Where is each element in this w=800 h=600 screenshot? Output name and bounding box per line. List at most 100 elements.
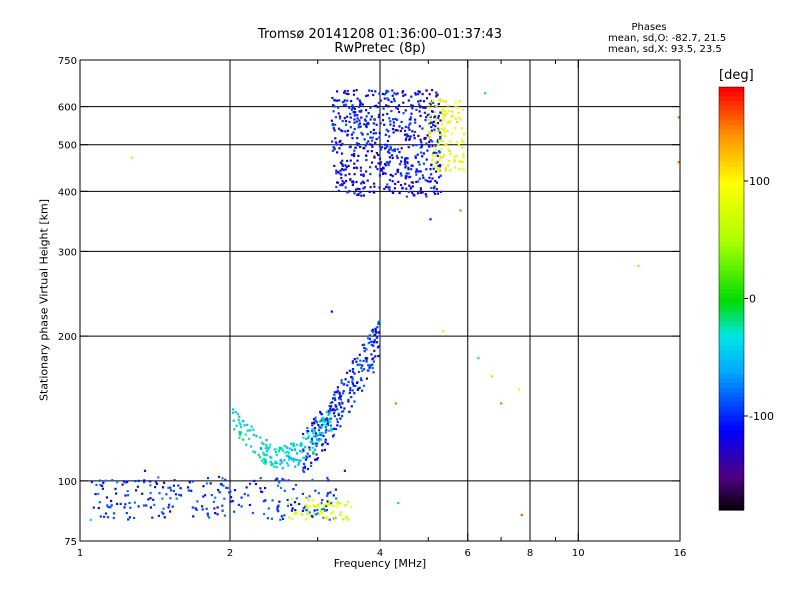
data-point: [356, 97, 359, 100]
data-point: [303, 466, 306, 469]
colorbar-segment: [719, 336, 744, 342]
data-point: [434, 179, 437, 183]
data-point: [149, 484, 152, 487]
data-point: [340, 410, 344, 413]
data-point: [444, 100, 447, 103]
data-point: [258, 456, 262, 459]
data-point: [212, 500, 215, 503]
data-point: [167, 486, 170, 489]
data-point: [419, 191, 422, 194]
data-point: [134, 480, 137, 483]
data-point: [276, 477, 279, 480]
data-point: [337, 170, 340, 174]
data-point: [431, 154, 434, 157]
data-point: [454, 105, 457, 108]
data-point: [435, 165, 438, 168]
data-point: [460, 167, 463, 170]
data-point: [431, 121, 434, 124]
data-point: [357, 142, 360, 146]
colorbar-segment: [719, 298, 744, 304]
data-point: [114, 487, 117, 490]
data-point: [249, 429, 252, 432]
data-point: [293, 501, 297, 504]
data-point: [202, 495, 205, 498]
data-point: [312, 450, 315, 454]
data-point: [405, 195, 408, 198]
data-point: [338, 391, 341, 394]
data-point: [310, 461, 313, 464]
data-point: [107, 505, 110, 509]
data-point: [384, 172, 387, 175]
colorbar-segment: [719, 406, 744, 412]
data-point: [362, 173, 365, 176]
data-point: [369, 340, 372, 343]
data-point: [373, 349, 376, 352]
data-point: [422, 176, 425, 179]
data-point: [365, 115, 368, 118]
data-point: [462, 169, 466, 172]
colorbar: 100 0 -100: [718, 86, 774, 511]
data-point: [171, 505, 174, 508]
data-point: [441, 100, 445, 103]
data-point: [348, 190, 351, 193]
data-point: [391, 127, 395, 131]
data-point: [364, 119, 367, 122]
data-point: [270, 517, 273, 520]
x-tick-label: 8: [527, 548, 533, 559]
data-point: [104, 479, 107, 482]
data-point: [327, 502, 330, 505]
colorbar-segment: [719, 284, 744, 290]
data-point: [163, 481, 166, 484]
data-point: [247, 494, 250, 497]
data-point: [325, 424, 328, 427]
data-point: [439, 159, 442, 162]
data-point: [364, 144, 367, 147]
data-point: [149, 497, 152, 500]
data-point: [103, 515, 106, 518]
data-point: [336, 424, 339, 427]
data-point: [335, 99, 338, 102]
data-point: [136, 485, 139, 488]
colorbar-segment: [719, 345, 744, 351]
data-point: [397, 501, 400, 505]
data-point: [279, 518, 282, 521]
data-point: [204, 494, 207, 497]
data-point: [444, 169, 447, 172]
data-point: [369, 173, 372, 176]
data-point: [337, 502, 340, 505]
data-point: [305, 503, 308, 507]
data-point: [439, 111, 442, 114]
data-point: [317, 433, 320, 437]
data-point: [438, 137, 442, 140]
data-point: [418, 103, 421, 106]
data-point: [374, 327, 377, 330]
data-point: [359, 125, 362, 128]
data-point: [326, 419, 329, 422]
data-point: [426, 180, 429, 183]
data-point: [370, 343, 373, 346]
data-point: [368, 334, 371, 337]
data-point: [408, 184, 411, 187]
data-point: [362, 194, 365, 197]
data-point: [346, 384, 349, 387]
data-point: [128, 516, 131, 519]
data-point: [280, 515, 283, 518]
colorbar-segment: [719, 213, 744, 220]
data-point: [432, 124, 435, 127]
data-point: [352, 106, 355, 109]
data-point: [417, 170, 420, 173]
data-point: [333, 164, 336, 167]
data-point: [314, 505, 317, 508]
data-point: [323, 506, 326, 509]
data-point: [333, 397, 336, 400]
data-point: [373, 155, 376, 158]
data-point: [365, 142, 368, 145]
data-point: [417, 93, 420, 96]
data-point: [372, 360, 375, 363]
data-point: [401, 91, 404, 94]
colorbar-segment: [719, 110, 744, 116]
data-point: [362, 384, 366, 387]
data-point: [313, 505, 316, 508]
data-point: [349, 126, 352, 129]
data-point: [228, 491, 231, 494]
